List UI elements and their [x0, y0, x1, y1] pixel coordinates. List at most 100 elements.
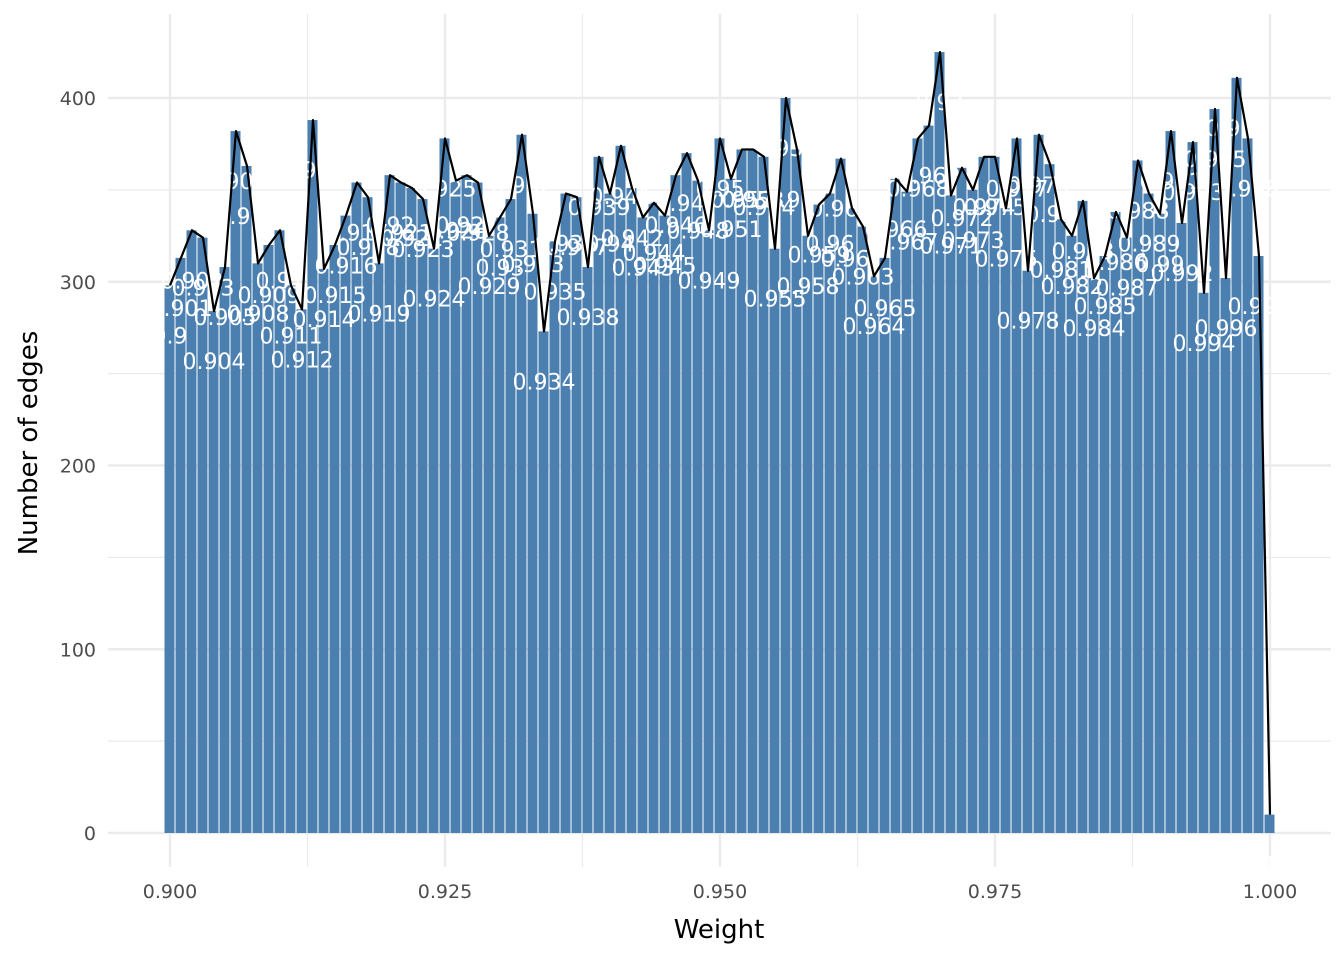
- bar-data-label: 0.949: [678, 269, 741, 294]
- bar: [681, 153, 692, 833]
- bar: [1253, 256, 1264, 833]
- bar-data-label: 0.913: [282, 159, 345, 184]
- bar: [1110, 211, 1121, 834]
- bar: [263, 245, 274, 833]
- bar-data-label: 0.912: [271, 348, 334, 373]
- bar-data-label: 0.966: [865, 218, 928, 243]
- bar-data-label: 0.929: [458, 275, 521, 300]
- x-tick-label: 0.950: [693, 881, 747, 903]
- bar-data-label: 0.994: [1173, 332, 1236, 357]
- bar: [780, 98, 791, 833]
- bar-data-label: 0.948: [667, 220, 730, 245]
- bar-data-label: 0.918: [337, 236, 400, 261]
- bar-data-label: 0.919: [348, 302, 411, 327]
- bar: [725, 178, 736, 834]
- bar-data-label: 0.946: [645, 214, 708, 239]
- bar: [747, 149, 758, 833]
- bar-data-label: 0.99: [1136, 253, 1185, 278]
- bar: [1220, 278, 1231, 833]
- bar-data-label: 0.984: [1063, 317, 1126, 342]
- bar: [1132, 160, 1143, 834]
- bar-data-label: 0.935: [524, 280, 587, 305]
- bar: [538, 331, 549, 833]
- x-tick-label: 0.900: [143, 881, 197, 903]
- bar: [395, 182, 406, 833]
- bar: [912, 138, 923, 834]
- y-tick-label: 300: [60, 272, 96, 294]
- bar: [362, 197, 373, 834]
- bar-data-label: 0.991: [1140, 170, 1203, 195]
- bar-data-label: 0.955: [744, 288, 807, 313]
- bar-data-label: 0.987: [1096, 277, 1159, 302]
- bar-data-label: 0.961: [810, 198, 873, 223]
- bar-data-label: 0.931: [480, 238, 543, 263]
- bar: [857, 226, 868, 833]
- bar-data-label: 0.972: [931, 207, 994, 232]
- bar: [868, 276, 879, 833]
- bar-data-label: 0.911: [260, 324, 323, 349]
- bar-data-label: 0.97: [916, 91, 965, 116]
- bar: [1242, 138, 1253, 834]
- bar: [1099, 256, 1110, 833]
- bar: [197, 237, 208, 833]
- bar-data-label: 0.963: [832, 266, 895, 291]
- bar-data-label: 0.95: [696, 177, 745, 202]
- bar: [802, 235, 813, 833]
- bar-data-label: 0.977: [986, 177, 1049, 202]
- bar: [373, 263, 384, 833]
- bar: [516, 134, 527, 833]
- bar-data-label: 1: [1263, 854, 1277, 879]
- bar: [1022, 270, 1033, 834]
- bar: [967, 189, 978, 833]
- bar: [659, 215, 670, 834]
- bar: [307, 120, 318, 834]
- bar: [1165, 131, 1176, 833]
- x-axis-title: Weight: [674, 915, 765, 945]
- bar: [615, 145, 626, 833]
- bar: [406, 188, 417, 834]
- bar: [890, 178, 901, 834]
- bar-data-label: 0.973: [942, 229, 1005, 254]
- bar: [703, 230, 714, 834]
- bar: [626, 188, 637, 834]
- bar: [791, 149, 802, 833]
- y-tick-label: 400: [60, 88, 96, 110]
- bar: [813, 204, 824, 833]
- bar: [241, 165, 252, 834]
- y-tick-label: 100: [60, 639, 96, 661]
- bar-data-label: 0.943: [612, 256, 675, 281]
- bar: [560, 193, 571, 834]
- bar: [1154, 213, 1165, 833]
- bar: [472, 182, 483, 833]
- bar: [989, 156, 1000, 834]
- bar: [846, 208, 857, 833]
- bar-data-label: 0.915: [304, 284, 367, 309]
- bar: [1000, 208, 1011, 833]
- bar-data-label: 0.924: [403, 288, 466, 313]
- bar-data-label: 0.908: [227, 302, 290, 327]
- x-axis: 0.900 0.925 0.950 0.975 1.000: [143, 881, 1297, 903]
- bar: [428, 248, 439, 834]
- bar: [923, 125, 934, 833]
- bar: [956, 167, 967, 833]
- bar-data-label: 0.953: [722, 188, 785, 213]
- bar-data-label: 0.993: [1162, 181, 1225, 206]
- bar-data-label: 0.928: [447, 222, 510, 247]
- overlay-line-group: [168, 50, 1272, 815]
- bar: [879, 257, 890, 833]
- bar-data-label: 0.978: [997, 310, 1060, 335]
- bar-data-label: 0.982: [1041, 275, 1104, 300]
- bar: [736, 149, 747, 833]
- bar-data-label: 0.998: [1217, 177, 1280, 202]
- bars: [164, 52, 1275, 834]
- bar: [219, 267, 230, 833]
- bar: [835, 158, 846, 833]
- y-axis-title: Number of edges: [14, 331, 44, 556]
- bar: [1121, 237, 1132, 833]
- bar-data-label: 0.986: [1085, 251, 1148, 276]
- bar: [1143, 193, 1154, 834]
- bar: [274, 230, 285, 834]
- bar: [230, 131, 241, 833]
- bar-data-label: 0.906: [205, 170, 268, 195]
